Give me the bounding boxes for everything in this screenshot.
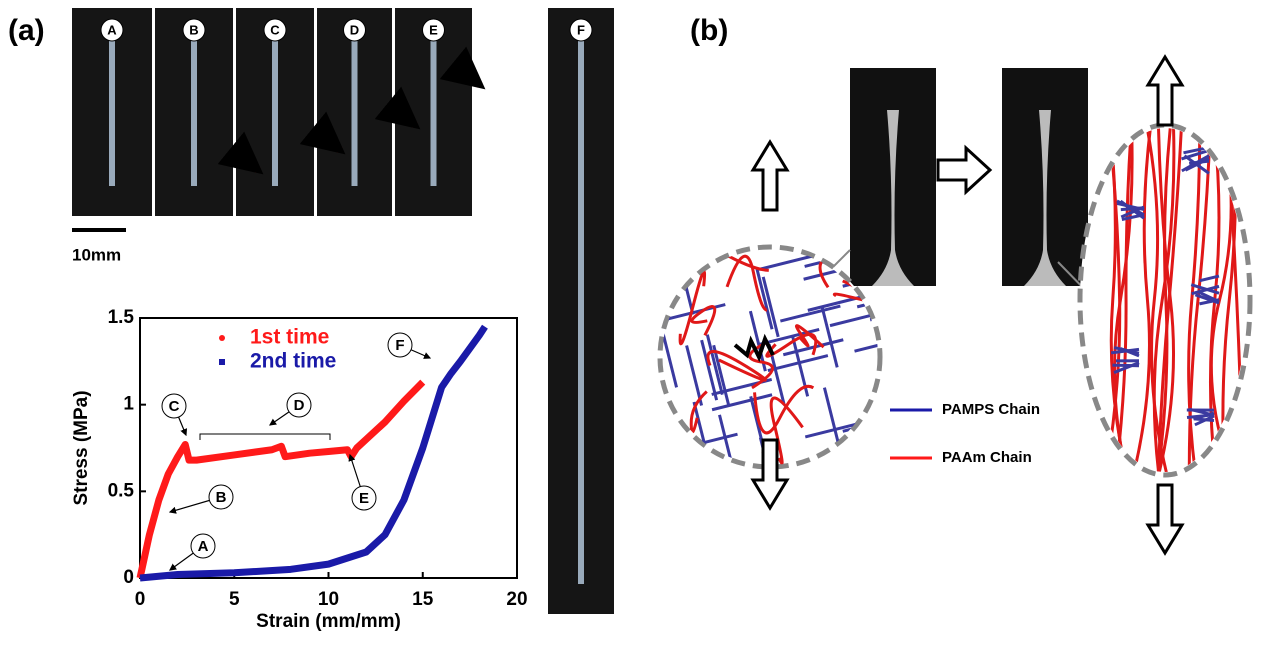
annotation: D [294,397,305,414]
specimen [109,38,115,186]
brace [200,434,330,440]
panel-label: (a) [8,14,45,47]
y-tick-label: 0 [123,567,134,588]
x-tick-label: 15 [412,589,434,610]
annotation: A [198,538,209,555]
specimen [431,38,437,186]
photo-label: D [350,22,359,37]
annotation: B [216,489,227,506]
x-tick-label: 20 [506,589,527,610]
photo-label: A [107,22,117,37]
legend-marker [219,359,225,365]
pamps-chain [677,439,692,499]
annotation: C [169,398,180,415]
x-tick-label: 0 [135,589,146,610]
legend-label: 1st time [250,326,329,349]
pamps-chain [1189,161,1209,163]
legend-label: PAAm Chain [942,449,1032,466]
x-axis-label: Strain (mm/mm) [256,611,401,632]
pamps-chain [873,449,888,509]
x-tick-label: 5 [229,589,240,610]
y-axis-label: Stress (MPa) [71,390,92,505]
legend-label: PAMPS Chain [942,401,1040,418]
photo-label: C [270,22,280,37]
annotation: E [359,490,369,507]
y-tick-label: 1.5 [108,307,135,328]
legend-marker [219,335,225,341]
pamps-chain [870,305,930,320]
chart: 0 5 10 15 20 0 0.5 1 1.5 Strain (mm/mm) Stress (MP… [71,307,528,632]
specimen [352,38,358,186]
photo-label: B [189,22,198,37]
pamps-chain [671,452,686,512]
specimen [578,38,584,584]
arrow [938,148,990,192]
photo-label: E [429,22,438,37]
annotation: F [395,337,404,354]
photo-label: F [577,22,585,37]
legend-label: 2nd time [250,350,336,373]
x-tick-label: 10 [318,589,339,610]
scale-label: 10mm [72,245,121,264]
pamps-chain [877,331,937,346]
panel-label: (b) [690,14,728,47]
pamps-chain [1112,365,1139,366]
y-tick-label: 1 [123,394,134,415]
y-tick-label: 0.5 [108,480,135,501]
specimen [191,38,197,186]
specimen [272,38,278,186]
schematic: PAMPS Chain PAAm Chain [660,57,1250,553]
